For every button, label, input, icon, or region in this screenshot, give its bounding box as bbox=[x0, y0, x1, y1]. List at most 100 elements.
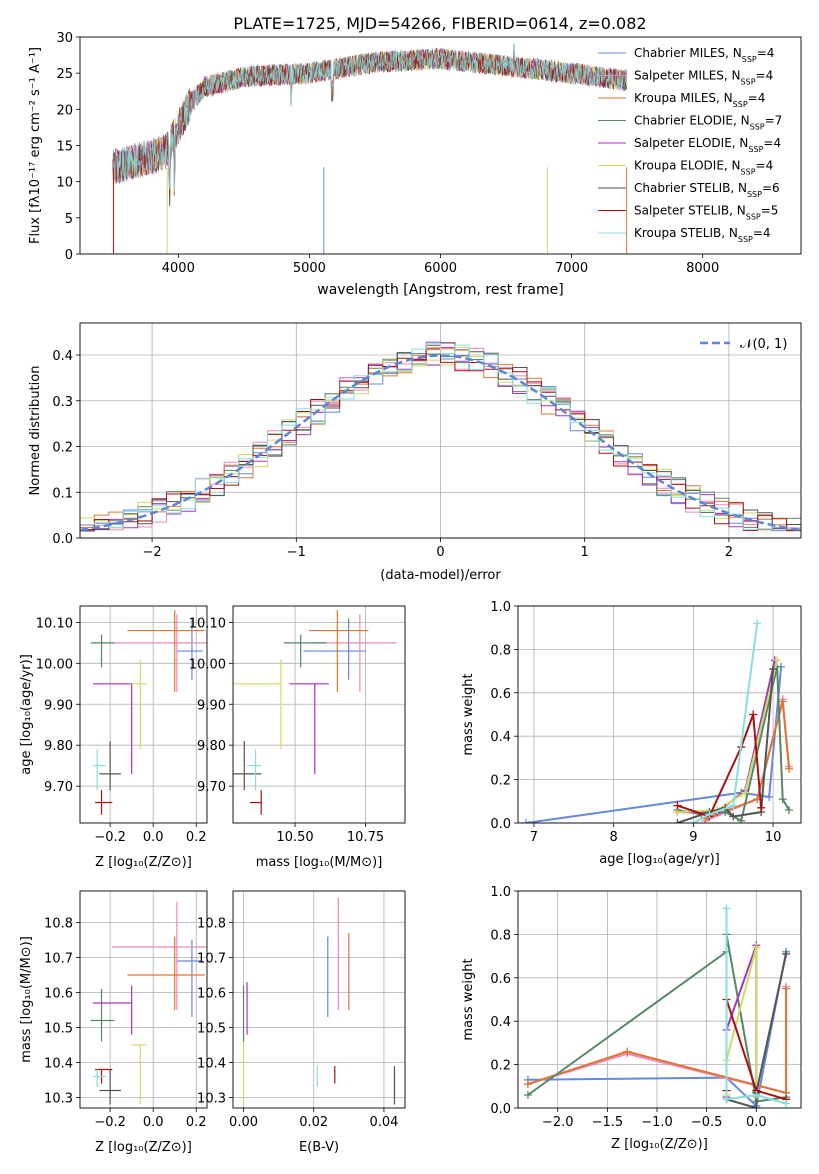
mwz-marker-2-3 bbox=[782, 984, 791, 993]
hist-ytick-label-2: 0.2 bbox=[52, 441, 73, 456]
mwage-marker-6-5 bbox=[769, 664, 778, 673]
hist-ytick-label-1: 0.1 bbox=[52, 486, 73, 501]
mwage-ytick-label-3: 0.6 bbox=[490, 687, 511, 702]
spec-ytick-label-2: 10 bbox=[56, 176, 73, 191]
spec-xtick-label-0: 4000 bbox=[162, 261, 195, 276]
mwz-ylabel: mass weight bbox=[461, 958, 476, 1040]
mwage-ytick-label-0: 0.0 bbox=[490, 817, 511, 832]
mwage-marker-7-4 bbox=[757, 803, 766, 812]
mwage-marker-0-0 bbox=[521, 819, 530, 823]
mwage-marker-5-2 bbox=[741, 788, 750, 797]
mwz-xtick-label-2: −1.0 bbox=[641, 1115, 673, 1130]
mwz-xlabel: Z [log₁₀(Z/Z⊙)] bbox=[611, 1137, 708, 1152]
spectrum-legend-label-8: Kroupa STELIB, NSSP=4 bbox=[634, 226, 771, 244]
ebv-ytick-label-0: 10.3 bbox=[197, 1092, 226, 1107]
zage-xtick-label-0: −0.2 bbox=[94, 830, 126, 845]
mwz-marker-8-0 bbox=[722, 904, 731, 913]
mwz-marker-3-0 bbox=[523, 1090, 532, 1099]
mwage-marker-3-3 bbox=[737, 816, 746, 823]
ebv-ytick-label-3: 10.6 bbox=[197, 987, 226, 1002]
mwage-line-7 bbox=[677, 714, 763, 818]
mwage-xtick-label-0: 7 bbox=[530, 830, 538, 845]
spectrum-line-8 bbox=[112, 43, 627, 191]
massage-ytick-label-3: 10.00 bbox=[189, 657, 226, 672]
zmass-ytick-label-4: 10.7 bbox=[44, 952, 73, 967]
mwz-marker-8-1 bbox=[722, 1095, 731, 1104]
mwage-xtick-label-1: 8 bbox=[610, 830, 618, 845]
ebv-ytick-label-5: 10.8 bbox=[197, 917, 226, 932]
mwage-marker-8-2 bbox=[729, 801, 738, 810]
massage-ytick-label-2: 9.90 bbox=[197, 698, 226, 713]
ebv-ytick-label-4: 10.7 bbox=[197, 952, 226, 967]
mwage-marker-2-3 bbox=[785, 764, 794, 773]
mwz-ytick-label-4: 0.8 bbox=[490, 928, 511, 943]
mwage-ylabel: mass weight bbox=[461, 673, 476, 755]
spec-ytick-label-4: 20 bbox=[56, 103, 73, 118]
spectrum-legend-label-0: Chabrier MILES, NSSP=4 bbox=[634, 46, 774, 64]
ebv-xtick-label-0: 0.00 bbox=[229, 1115, 258, 1130]
spectrum-legend-label-2: Kroupa MILES, NSSP=4 bbox=[634, 91, 765, 109]
hist-xtick-label-1: −1 bbox=[287, 545, 306, 560]
hist-ytick-label-4: 0.4 bbox=[52, 349, 73, 364]
massage-xtick-label-0: 10.50 bbox=[276, 830, 313, 845]
zmass-ytick-label-5: 10.8 bbox=[44, 917, 73, 932]
zmass-ytick-label-0: 10.3 bbox=[44, 1092, 73, 1107]
massage-ytick-label-0: 9.70 bbox=[197, 780, 226, 795]
ebv-frame bbox=[232, 890, 406, 1109]
mwz-line-8 bbox=[725, 908, 787, 1105]
massage-ytick-label-1: 9.80 bbox=[197, 739, 226, 754]
spectrum-legend-label-3: Chabrier ELODIE, NSSP=7 bbox=[634, 114, 782, 132]
mwz-marker-2-0 bbox=[523, 1080, 532, 1089]
ebv-ytick-label-1: 10.4 bbox=[197, 1057, 226, 1072]
mwage-marker-6-0 bbox=[673, 819, 682, 823]
mwz-series bbox=[523, 904, 791, 1108]
zage-xtick-label-2: 0.2 bbox=[186, 830, 207, 845]
mwz-marker-6-1 bbox=[752, 1104, 761, 1108]
hist-xlabel: (data-model)/error bbox=[380, 568, 501, 583]
mwz-marker-8-2 bbox=[752, 1090, 761, 1099]
spectrum-title: PLATE=1725, MJD=54266, FIBERID=0614, z=0… bbox=[233, 14, 646, 33]
mwz-ytick-label-0: 0.0 bbox=[490, 1102, 511, 1117]
mwage-line-8 bbox=[692, 623, 759, 823]
spectrum-frame bbox=[79, 36, 802, 255]
zmass-ytick-label-1: 10.4 bbox=[44, 1057, 73, 1072]
hist-xtick-label-0: −2 bbox=[143, 545, 162, 560]
ebv-xtick-label-2: 0.04 bbox=[369, 1115, 398, 1130]
spectrum-legend-label-5: Kroupa ELODIE, NSSP=4 bbox=[634, 159, 773, 177]
spectrum-xlabel: wavelength [Angstrom, rest frame] bbox=[317, 282, 563, 298]
hist-step-8 bbox=[80, 342, 801, 532]
mwage-line-2 bbox=[704, 701, 790, 820]
zmass-xlabel: Z [log₁₀(Z/Z⊙)] bbox=[95, 1140, 192, 1155]
spectrum-legend-label-7: Salpeter STELIB, NSSP=5 bbox=[634, 204, 778, 222]
ebv-ytick-label-2: 10.5 bbox=[197, 1022, 226, 1037]
mwage-marker-8-1 bbox=[705, 810, 714, 819]
mwz-marker-6-3 bbox=[782, 949, 791, 958]
spec-ytick-label-3: 15 bbox=[56, 140, 73, 155]
mwage-xtick-label-2: 9 bbox=[689, 830, 697, 845]
zmass-frame bbox=[79, 890, 208, 1109]
ebv-points bbox=[242, 898, 396, 1105]
spec-xtick-label-4: 8000 bbox=[686, 261, 719, 276]
zmass-xtick-label-2: 0.2 bbox=[186, 1115, 207, 1130]
spec-xtick-label-1: 5000 bbox=[293, 261, 326, 276]
ebv-xlabel: E(B-V) bbox=[299, 1140, 339, 1155]
mwz-ytick-label-1: 0.2 bbox=[490, 1059, 511, 1074]
mwage-ytick-label-4: 0.8 bbox=[490, 643, 511, 658]
spectrum-legend-label-4: Salpeter ELODIE, NSSP=4 bbox=[634, 136, 781, 154]
massage-xlabel: mass [log₁₀(M/M⊙)] bbox=[256, 855, 383, 870]
mwz-marker-5-2 bbox=[752, 943, 761, 952]
mwage-ytick-label-2: 0.4 bbox=[490, 730, 511, 745]
mwz-xtick-label-0: −2.0 bbox=[542, 1115, 574, 1130]
spectrum-legend-label-1: Salpeter MILES, NSSP=4 bbox=[634, 69, 773, 87]
mwz-ytick-label-3: 0.6 bbox=[490, 972, 511, 987]
zage-ylabel: age [log₁₀(age/yr)] bbox=[19, 654, 34, 775]
zage-ytick-label-4: 10.10 bbox=[36, 616, 73, 631]
mwage-marker-8-3 bbox=[753, 619, 762, 628]
mwage-series bbox=[521, 619, 794, 823]
spec-xtick-label-2: 6000 bbox=[424, 261, 457, 276]
zmass-ylabel: mass [log₁₀(M/M⊙)] bbox=[19, 936, 34, 1063]
zage-xtick-label-1: 0.0 bbox=[143, 830, 164, 845]
mwz-xtick-label-4: 0.0 bbox=[746, 1115, 767, 1130]
zage-points bbox=[90, 610, 207, 815]
